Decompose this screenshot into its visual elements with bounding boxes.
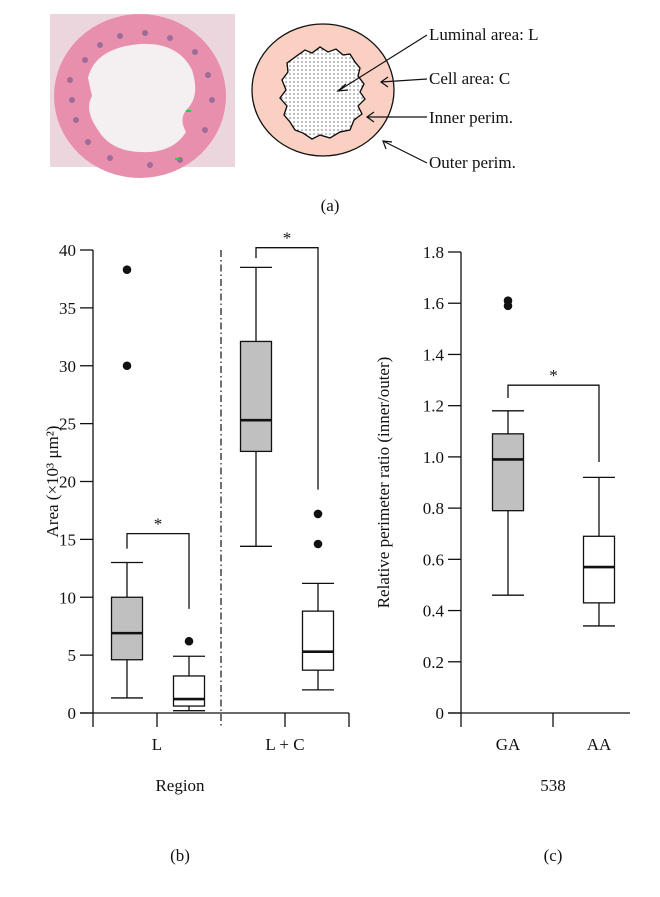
y-tick-label: 15 [59,530,76,549]
box-plot-l-gray [110,265,144,699]
y-tick-label: 1.2 [423,397,444,416]
outlier-point [122,361,132,371]
box-plot-ga-gray [491,296,525,596]
x-tick-label: L [152,735,162,754]
y-tick-label: 40 [59,241,76,260]
outlier-point [503,301,513,311]
lumen-diagram [251,23,428,164]
x-axis-title: 538 [540,776,566,795]
label-outer-perim: Outer perim. [429,153,516,172]
y-tick-label: 0 [68,704,77,723]
label-luminal-area: Luminal area: L [429,25,539,44]
y-tick-label: 30 [59,357,76,376]
significance-star: * [283,229,292,248]
y-tick-label: 1.8 [423,243,444,262]
y-tick-label: 0 [436,704,445,723]
y-tick-label: 1.4 [423,345,445,364]
histology-photo [50,14,235,178]
y-tick-label: 25 [59,415,76,434]
box-iqr [301,610,335,671]
panel-caption: (b) [170,846,190,865]
y-tick-label: 35 [59,299,76,318]
label-cell-area: Cell area: C [429,69,510,88]
y-axis-title: Area (×10³ μm²) [43,426,62,538]
caption-a: (a) [321,196,340,215]
chart-perimeter-ratio: 0 0.2 0.4 0.6 0.8 1.0 1.2 1.4 1.6 1.8 GA AA 538 Relat… [374,243,630,865]
y-axis-title: Relative perimeter ratio (inner/outer) [374,357,393,609]
x-tick-label: AA [587,735,612,754]
y-tick-label: 0.6 [423,550,444,569]
y-tick-label: 10 [59,588,76,607]
outlier-point [122,265,132,274]
significance-bracket [255,247,319,490]
panel-caption: (c) [544,846,563,865]
y-tick-label: 0.8 [423,499,444,518]
significance-bracket [126,532,190,609]
box-plot-lc-white [301,509,335,691]
significance-bracket [507,384,600,463]
box-plot-l-white [172,636,206,712]
y-tick-label: 1.6 [423,294,444,313]
outlier-point [313,509,323,519]
panel-a: Luminal area: L Cell area: C Inner perim… [50,14,539,215]
x-axis-title: Region [155,776,205,795]
box-iqr [582,535,616,604]
box-plot-lc-gray [239,266,273,547]
x-tick-label: GA [496,735,521,754]
y-tick-label: 5 [68,646,77,665]
box-iqr [239,340,273,453]
chart-area-by-region: 0 5 10 15 20 25 30 35 40 L L + C Region Area (×10³ μ… [43,229,350,865]
label-inner-perim: Inner perim. [429,108,513,127]
y-tick-label: 1.0 [423,448,444,467]
significance-star: * [549,366,558,385]
y-tick-label: 0.4 [423,602,445,621]
significance-star: * [154,515,163,534]
box-iqr [491,433,525,512]
outlier-point [184,636,194,646]
box-iqr [110,596,144,661]
x-tick-label: L + C [265,735,304,754]
y-tick-label: 0.2 [423,653,444,672]
outlier-point [313,539,323,549]
box-iqr [172,675,206,707]
box-plot-aa-white [582,476,616,627]
y-tick-label: 20 [59,473,76,492]
